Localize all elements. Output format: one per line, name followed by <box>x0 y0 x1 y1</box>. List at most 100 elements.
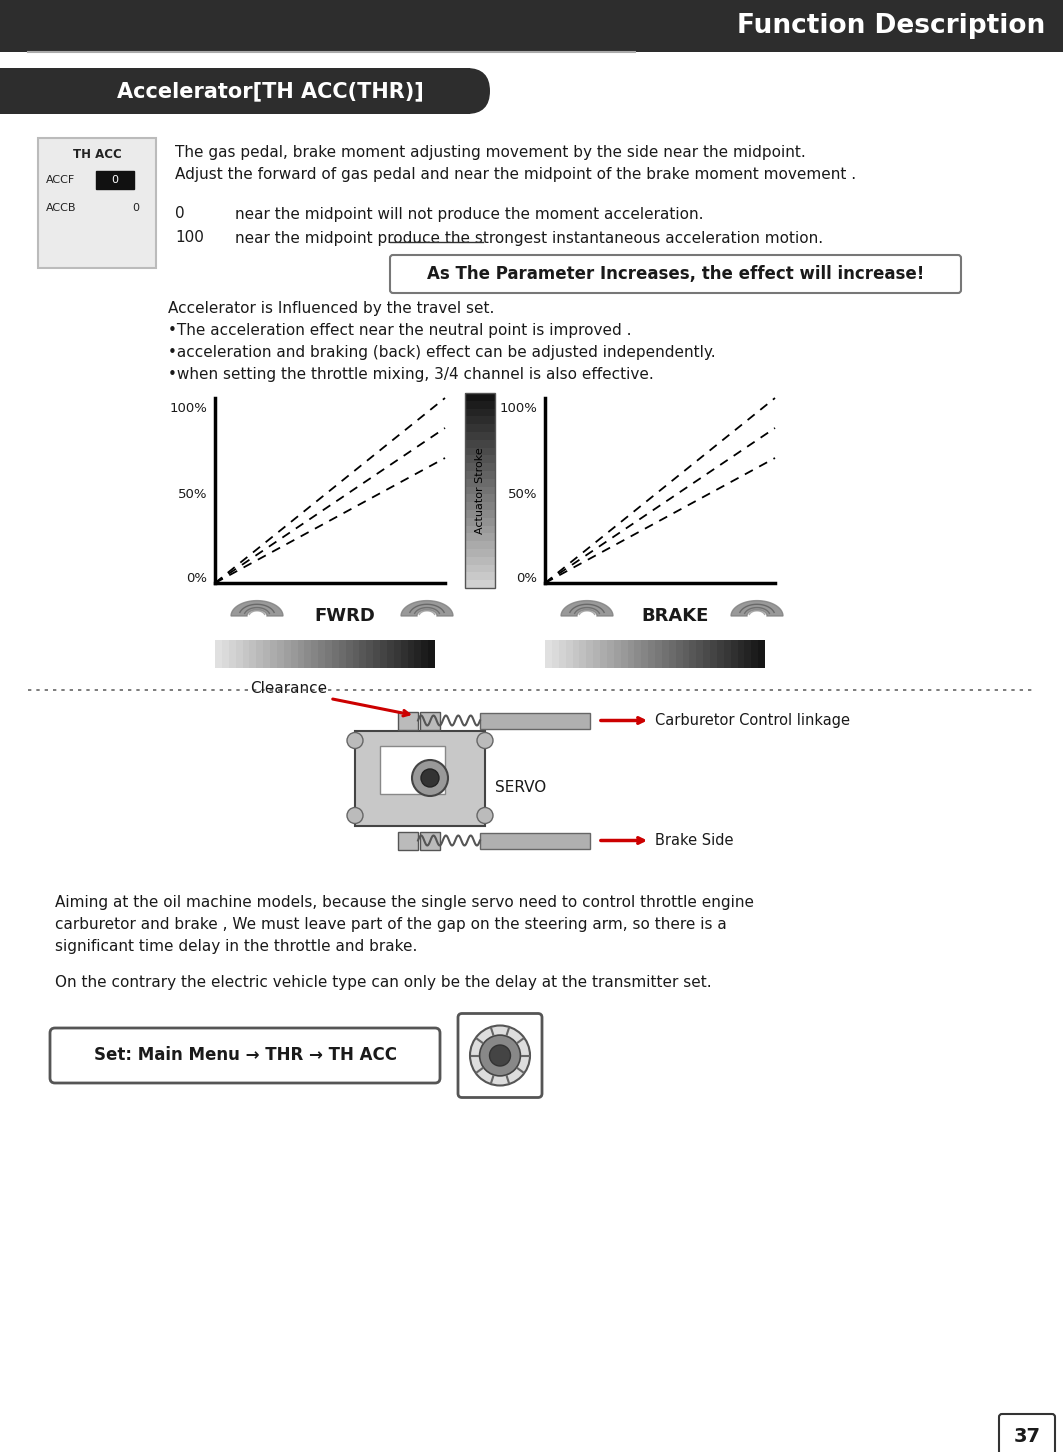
Bar <box>398 711 418 729</box>
Bar <box>600 640 607 668</box>
Bar <box>387 640 393 668</box>
Bar <box>621 640 627 668</box>
Bar <box>716 640 724 668</box>
Bar <box>465 542 495 549</box>
Bar <box>401 640 407 668</box>
Bar <box>724 640 730 668</box>
Bar <box>290 640 298 668</box>
Text: Aiming at the oil machine models, because the single servo need to control throt: Aiming at the oil machine models, becaus… <box>55 896 754 910</box>
Bar <box>465 424 495 433</box>
Bar <box>0 0 1063 52</box>
Bar <box>465 393 495 588</box>
Text: Set: Main Menu → THR → TH ACC: Set: Main Menu → THR → TH ACC <box>94 1047 396 1064</box>
Bar <box>465 486 495 494</box>
Bar <box>420 832 440 849</box>
Text: 50%: 50% <box>178 488 207 501</box>
Bar <box>730 640 738 668</box>
FancyBboxPatch shape <box>390 256 961 293</box>
Bar <box>655 640 662 668</box>
Bar <box>304 640 311 668</box>
Circle shape <box>477 807 493 823</box>
Bar <box>242 640 250 668</box>
Bar <box>96 171 134 189</box>
Circle shape <box>412 759 448 796</box>
Bar <box>284 640 290 668</box>
Bar <box>682 640 690 668</box>
Bar <box>256 640 264 668</box>
Text: Adjust the forward of gas pedal and near the midpoint of the brake moment moveme: Adjust the forward of gas pedal and near… <box>175 167 856 182</box>
Bar <box>222 640 229 668</box>
Polygon shape <box>731 601 783 616</box>
Bar <box>465 447 495 456</box>
Bar <box>398 832 418 849</box>
Bar <box>339 640 345 668</box>
Polygon shape <box>561 601 613 616</box>
Bar <box>607 640 613 668</box>
FancyBboxPatch shape <box>999 1414 1054 1452</box>
Bar <box>559 640 566 668</box>
Bar <box>593 640 600 668</box>
Bar <box>465 518 495 526</box>
Bar <box>669 640 676 668</box>
Bar <box>566 640 573 668</box>
Text: significant time delay in the throttle and brake.: significant time delay in the throttle a… <box>55 939 418 954</box>
Bar <box>662 640 669 668</box>
Text: 0: 0 <box>132 203 139 213</box>
Bar <box>587 640 593 668</box>
Text: 0%: 0% <box>186 572 207 585</box>
Polygon shape <box>401 601 453 616</box>
Bar <box>480 713 590 729</box>
Bar <box>250 640 256 668</box>
Bar <box>415 640 421 668</box>
Text: •The acceleration effect near the neutral point is improved .: •The acceleration effect near the neutra… <box>168 322 631 337</box>
Bar <box>635 640 641 668</box>
Bar <box>276 640 284 668</box>
Bar <box>738 640 744 668</box>
FancyBboxPatch shape <box>50 1028 440 1083</box>
Bar <box>545 640 552 668</box>
Bar <box>465 581 495 588</box>
Text: 0: 0 <box>112 176 118 184</box>
Bar <box>465 401 495 408</box>
Bar <box>465 549 495 556</box>
Bar <box>648 640 655 668</box>
Bar <box>428 640 435 668</box>
Bar <box>270 640 276 668</box>
Bar <box>710 640 716 668</box>
Bar <box>703 640 710 668</box>
Bar <box>215 640 222 668</box>
Bar <box>345 640 353 668</box>
Bar <box>465 456 495 463</box>
Text: SERVO: SERVO <box>495 781 546 796</box>
Bar <box>744 640 752 668</box>
Bar <box>465 393 495 401</box>
Bar <box>465 433 495 440</box>
Text: Actuator Stroke: Actuator Stroke <box>475 447 485 534</box>
Bar <box>0 68 470 115</box>
Bar <box>420 711 440 729</box>
Bar <box>332 640 339 668</box>
Circle shape <box>347 807 362 823</box>
Bar <box>613 640 621 668</box>
FancyBboxPatch shape <box>458 1013 542 1098</box>
Circle shape <box>421 770 439 787</box>
Bar <box>480 832 590 848</box>
Bar <box>752 640 758 668</box>
Bar <box>353 640 359 668</box>
Bar <box>311 640 318 668</box>
Text: 0%: 0% <box>516 572 537 585</box>
Text: TH ACC: TH ACC <box>72 148 121 161</box>
Bar <box>465 572 495 581</box>
Bar <box>38 138 156 269</box>
Text: 37: 37 <box>1013 1426 1041 1446</box>
Bar <box>318 640 325 668</box>
Bar <box>465 510 495 518</box>
Text: FWRD: FWRD <box>315 607 375 624</box>
Text: •acceleration and braking (back) effect can be adjusted independently.: •acceleration and braking (back) effect … <box>168 344 715 360</box>
Bar <box>641 640 648 668</box>
Bar <box>325 640 332 668</box>
Bar <box>465 479 495 486</box>
Bar <box>379 746 444 794</box>
Bar <box>359 640 367 668</box>
Polygon shape <box>231 601 283 616</box>
